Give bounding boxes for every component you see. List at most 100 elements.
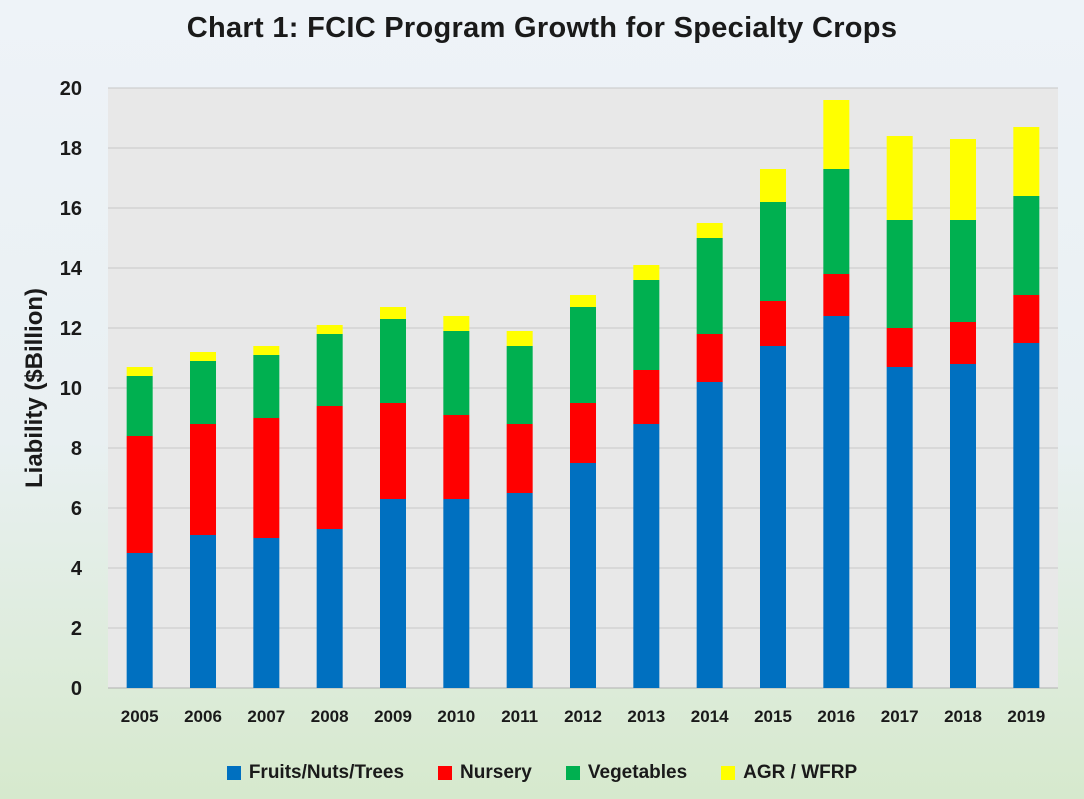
bar-segment-nursery-2012 (570, 403, 596, 463)
bar-segment-nursery-2019 (1013, 295, 1040, 343)
bar-segment-nursery-2016 (823, 274, 850, 316)
bar-segment-fruits-nuts-trees-2013 (633, 424, 660, 688)
bar-segment-vegetables-2005 (126, 376, 153, 436)
legend-entry: Nursery (438, 762, 532, 784)
bar-segment-nursery-2008 (316, 406, 343, 529)
legend-swatch (565, 766, 580, 780)
legend-swatch (438, 766, 453, 780)
x-tick-label: 2019 (1007, 707, 1045, 726)
bar-segment-fruits-nuts-trees-2011 (506, 493, 533, 688)
legend-label: Fruits/Nuts/Trees (248, 762, 405, 783)
bar-segment-vegetables-2012 (570, 307, 596, 403)
legend-entry: AGR / WFRP (721, 762, 857, 784)
y-tick-label: 12 (60, 318, 82, 340)
bar-segment-vegetables-2008 (316, 334, 343, 406)
y-tick-label: 10 (60, 378, 82, 400)
bar-segment-vegetables-2006 (190, 361, 216, 424)
bar-segment-vegetables-2015 (760, 202, 786, 301)
bar-segment-nursery-2017 (886, 328, 913, 367)
bar-segment-vegetables-2017 (886, 220, 913, 328)
bar-segment-nursery-2018 (950, 322, 976, 364)
bar-segment-fruits-nuts-trees-2005 (126, 553, 153, 688)
bar-segment-vegetables-2007 (253, 355, 280, 418)
legend-label: AGR / WFRP (743, 762, 858, 783)
x-tick-label: 2005 (121, 707, 159, 726)
x-tick-label: 2006 (184, 707, 222, 726)
bar-segment-agr-wfrp-2019 (1013, 127, 1040, 196)
bar-segment-agr-wfrp-2018 (950, 139, 976, 220)
bar-segment-nursery-2010 (443, 415, 470, 499)
legend-swatch (226, 766, 241, 780)
bar-segment-nursery-2006 (190, 424, 216, 535)
bar-segment-fruits-nuts-trees-2016 (823, 316, 850, 688)
bar-segment-nursery-2009 (380, 403, 406, 499)
y-tick-label: 20 (60, 78, 82, 100)
bar-segment-vegetables-2009 (380, 319, 406, 403)
bar-segment-nursery-2014 (696, 334, 723, 382)
x-tick-label: 2008 (311, 707, 349, 726)
bar-segment-fruits-nuts-trees-2015 (760, 346, 786, 688)
bar-segment-agr-wfrp-2008 (316, 325, 343, 334)
bar-segment-fruits-nuts-trees-2018 (950, 364, 976, 688)
bar-segment-agr-wfrp-2015 (760, 169, 786, 202)
bar-segment-agr-wfrp-2012 (570, 295, 596, 307)
x-tick-label: 2009 (374, 707, 412, 726)
x-tick-label: 2018 (944, 707, 982, 726)
legend-entry: Fruits/Nuts/Trees (226, 762, 405, 784)
bar-segment-fruits-nuts-trees-2010 (443, 499, 470, 688)
bar-segment-nursery-2011 (506, 424, 533, 493)
x-tick-label: 2012 (564, 707, 602, 726)
bar-segment-agr-wfrp-2007 (253, 346, 280, 355)
y-tick-label: 18 (60, 138, 82, 160)
bar-segment-fruits-nuts-trees-2009 (380, 499, 406, 688)
y-axis-label: Liability ($Billion) (21, 288, 48, 488)
x-tick-label: 2010 (437, 707, 475, 726)
chart-title: Chart 1: FCIC Program Growth for Special… (186, 12, 898, 44)
y-tick-label: 4 (71, 558, 83, 580)
legend: Fruits/Nuts/Trees Nursery Vegetables AGR / … (0, 762, 1084, 784)
bar-segment-vegetables-2016 (823, 169, 850, 274)
bar-segment-fruits-nuts-trees-2006 (190, 535, 216, 688)
legend-label: Nursery (460, 762, 532, 783)
bar-segment-agr-wfrp-2014 (696, 223, 723, 238)
bar-segment-agr-wfrp-2005 (126, 367, 153, 376)
x-axis-ticks: 2005 2006 2007 2008 2009 2010 2011 2012 2013 2014… (121, 707, 1045, 726)
y-tick-label: 0 (71, 678, 82, 700)
bar-segment-vegetables-2013 (633, 280, 660, 370)
bar-segment-vegetables-2014 (696, 238, 723, 334)
bar-segment-agr-wfrp-2017 (886, 136, 913, 220)
y-axis-ticks: 0 2 4 6 8 10 12 14 16 18 20 (60, 78, 83, 700)
x-tick-label: 2015 (754, 707, 792, 726)
x-tick-label: 2016 (817, 707, 855, 726)
legend-swatch (721, 766, 736, 780)
bar-segment-agr-wfrp-2010 (443, 316, 470, 331)
bar-segment-fruits-nuts-trees-2012 (570, 463, 596, 688)
bar-segment-nursery-2013 (633, 370, 660, 424)
y-tick-label: 14 (60, 258, 83, 280)
bar-segment-fruits-nuts-trees-2008 (316, 529, 343, 688)
legend-entry: Vegetables (565, 762, 688, 784)
x-tick-label: 2017 (881, 707, 919, 726)
bar-segment-nursery-2005 (126, 436, 153, 553)
x-tick-label: 2013 (627, 707, 665, 726)
legend-label: Vegetables (587, 762, 688, 783)
y-tick-label: 16 (60, 198, 82, 220)
bar-segment-vegetables-2010 (443, 331, 470, 415)
y-tick-label: 6 (71, 498, 82, 520)
bar-segment-vegetables-2018 (950, 220, 976, 322)
bar-segment-fruits-nuts-trees-2019 (1013, 343, 1040, 688)
bar-segment-nursery-2007 (253, 418, 280, 538)
bar-segment-agr-wfrp-2013 (633, 265, 660, 280)
bar-segment-vegetables-2011 (506, 346, 533, 424)
bar-segment-agr-wfrp-2009 (380, 307, 406, 319)
bars (126, 100, 1040, 688)
bar-segment-agr-wfrp-2011 (506, 331, 533, 346)
x-tick-label: 2011 (501, 707, 538, 726)
bar-segment-agr-wfrp-2016 (823, 100, 850, 169)
bar-segment-fruits-nuts-trees-2014 (696, 382, 723, 688)
x-tick-label: 2007 (247, 707, 285, 726)
bar-segment-fruits-nuts-trees-2007 (253, 538, 280, 688)
y-tick-label: 8 (71, 438, 82, 460)
y-tick-label: 2 (71, 618, 82, 640)
